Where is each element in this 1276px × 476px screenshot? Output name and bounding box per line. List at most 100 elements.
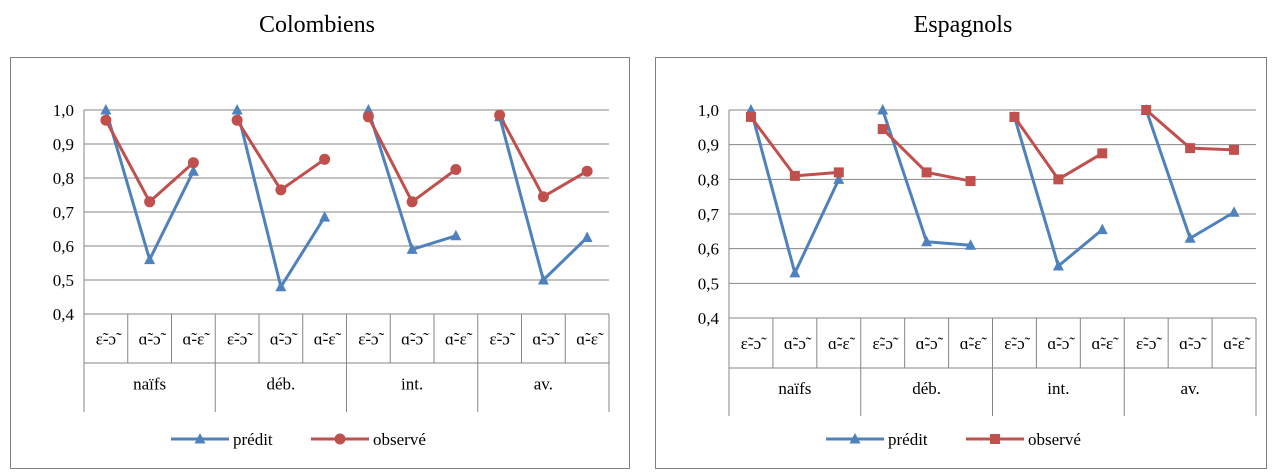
series-line-observe — [1013, 116, 1104, 181]
y-tick-label: 0,5 — [53, 271, 74, 290]
pair-tick-label: ɛ̃-ɔ̃ — [358, 330, 384, 349]
pair-tick-label: ɑ̃-ɔ̃ — [532, 330, 560, 349]
group-tick-label: int. — [401, 375, 423, 394]
pair-tick-label: ɑ̃-ɛ̃ — [183, 330, 211, 349]
data-point-observe — [789, 170, 800, 181]
pair-tick-label: ɑ̃-ɔ̃ — [139, 330, 167, 349]
data-point-observe — [362, 111, 374, 123]
data-point-observe — [833, 167, 844, 178]
data-point-predit — [319, 211, 331, 222]
data-point-predit — [100, 104, 112, 115]
chart-right: 1,0 0,9 0,8 0,7 0,6 0,5 0,4 ɛ̃-ɔ̃ ɑ̃-ɔ̃ ɑ̃-ɛ̃ naïf… — [698, 101, 1257, 449]
pair-tick-label: ɛ̃-ɔ̃ — [96, 330, 122, 349]
series-line-observe — [367, 116, 457, 204]
pair-tick-label: ɛ̃-ɔ̃ — [1004, 334, 1030, 353]
pair-tick-label: ɑ̃-ɔ̃ — [784, 334, 812, 353]
data-point-predit — [1052, 260, 1064, 271]
legend-marker — [334, 433, 346, 445]
group-tick-label: naïfs — [778, 379, 811, 398]
data-point-predit — [745, 104, 757, 115]
data-point-predit — [1096, 223, 1108, 235]
data-point-predit — [921, 235, 933, 247]
pair-tick-label: ɛ̃-ɔ̃ — [489, 330, 515, 349]
data-point-predit — [362, 104, 374, 115]
y-tick-label: 0,6 — [53, 237, 74, 256]
data-point-predit — [450, 229, 462, 241]
data-point-observe — [965, 176, 976, 187]
y-tick-label: 0,9 — [698, 136, 719, 155]
data-point-observe — [1009, 111, 1020, 122]
series-line-observe — [104, 119, 195, 204]
pair-tick-label: ɑ̃-ɛ̃ — [960, 334, 988, 353]
pair-tick-label: ɑ̃-ɔ̃ — [270, 330, 298, 349]
pair-tick-label: ɑ̃-ɛ̃ — [1223, 334, 1251, 353]
data-point-predit — [406, 243, 418, 254]
data-point-observe — [231, 114, 243, 126]
legend-label: observé — [373, 430, 426, 449]
legend-marker — [990, 434, 1000, 444]
y-tick-label: 0,5 — [698, 274, 719, 293]
pair-tick-label: ɑ̃-ɔ̃ — [1047, 334, 1075, 353]
data-point-observe — [275, 184, 287, 196]
series-line-observe — [749, 116, 839, 178]
data-point-predit — [144, 253, 156, 265]
data-point-observe — [100, 114, 112, 126]
legend-marker — [849, 433, 861, 444]
data-point-predit — [537, 274, 549, 285]
y-tick-label: 1,0 — [53, 101, 74, 120]
pair-tick-label: ɑ̃-ɛ̃ — [828, 334, 856, 353]
pair-tick-label: ɑ̃-ɛ̃ — [576, 330, 604, 349]
data-point-observe — [494, 109, 506, 121]
y-tick-label: 0,9 — [53, 135, 74, 154]
data-point-predit — [275, 280, 287, 292]
group-tick-label: av. — [534, 375, 553, 394]
group-tick-label: int. — [1047, 379, 1069, 398]
series-line-predit — [1013, 116, 1104, 268]
group-tick-label: naïfs — [133, 375, 166, 394]
data-point-predit — [581, 231, 593, 242]
pair-tick-label: ɑ̃-ɛ̃ — [314, 330, 342, 349]
y-tick-label: 0,4 — [698, 309, 720, 328]
data-point-predit — [1184, 232, 1196, 243]
legend-label: prédit — [233, 430, 273, 449]
chart-frame-right: 1,0 0,9 0,8 0,7 0,6 0,5 0,4 ɛ̃-ɔ̃ ɑ̃-ɔ̃ ɑ̃-ɛ̃ naïf… — [655, 57, 1267, 469]
data-point-observe — [144, 196, 156, 208]
y-tick-label: 0,6 — [698, 240, 719, 259]
legend-label: observé — [1028, 430, 1081, 449]
data-point-observe — [187, 157, 199, 169]
data-point-observe — [406, 196, 418, 208]
pair-tick-label: ɛ̃-ɔ̃ — [227, 330, 253, 349]
pair-tick-label: ɑ̃-ɛ̃ — [1091, 334, 1119, 353]
chart-title-right: Espagnols — [913, 12, 1013, 38]
data-point-observe — [877, 124, 888, 135]
legend-marker — [194, 433, 206, 444]
legend-label: prédit — [888, 430, 928, 449]
pair-tick-label: ɛ̃-ɔ̃ — [873, 334, 899, 353]
series-line-observe — [498, 114, 588, 199]
data-point-predit — [1228, 206, 1240, 217]
data-point-observe — [1053, 174, 1064, 185]
group-tick-label: av. — [1181, 379, 1200, 398]
data-point-observe — [745, 111, 756, 122]
y-tick-label: 0,8 — [698, 170, 719, 189]
data-point-observe — [537, 191, 549, 203]
data-point-predit — [187, 165, 199, 176]
group-tick-label: déb. — [912, 379, 941, 398]
series-line-predit — [104, 109, 195, 262]
data-point-predit — [231, 104, 243, 115]
y-tick-label: 1,0 — [698, 101, 719, 120]
series-line-predit — [235, 109, 326, 289]
data-point-predit — [833, 173, 845, 184]
y-tick-label: 0,7 — [53, 203, 75, 222]
data-point-observe — [581, 165, 593, 177]
series-line-observe — [235, 119, 326, 192]
pair-tick-label: ɛ̃-ɔ̃ — [741, 334, 767, 353]
chart-title-left: Colombiens — [258, 12, 375, 38]
data-point-observe — [1097, 148, 1108, 159]
data-point-predit — [789, 266, 801, 278]
data-point-predit — [877, 104, 889, 115]
pair-tick-label: ɑ̃-ɔ̃ — [401, 330, 429, 349]
series-line-predit — [1144, 109, 1235, 240]
y-tick-label: 0,7 — [698, 205, 720, 224]
data-point-observe — [1229, 144, 1240, 155]
